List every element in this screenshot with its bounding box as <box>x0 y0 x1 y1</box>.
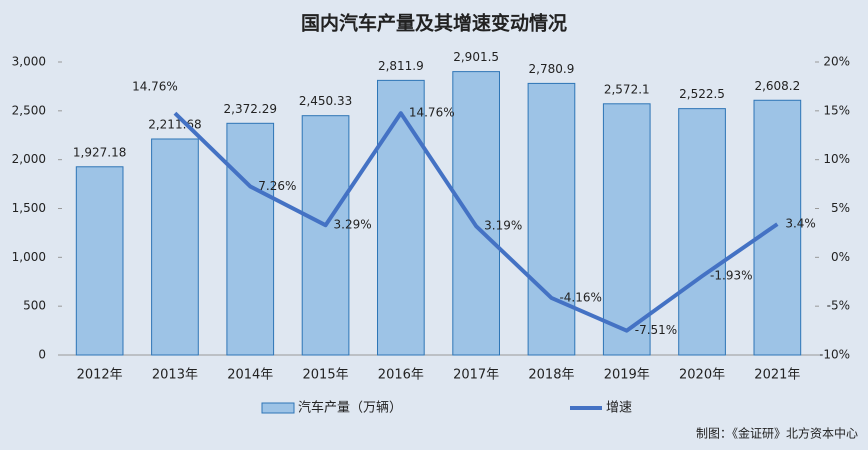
y-tick-label: 2,000 <box>12 152 46 166</box>
data-label: 2,522.5 <box>679 87 725 101</box>
data-label: -1.93% <box>710 269 752 283</box>
source: 制图：《金证研》北方资本中心 <box>696 426 858 441</box>
legend-swatch <box>261 402 295 414</box>
bar <box>678 108 726 356</box>
x-tick-label: 2013年 <box>152 368 198 383</box>
bar <box>151 138 199 356</box>
bar <box>753 99 802 356</box>
bar <box>527 82 576 356</box>
data-label: 2,372.29 <box>224 102 277 116</box>
x-tick-label: 2016年 <box>378 368 424 383</box>
data-label: 2,780.9 <box>529 62 575 76</box>
y-tick-label: 2,500 <box>12 103 46 117</box>
y2-tick-label: -10% <box>819 348 850 362</box>
bar <box>226 122 275 356</box>
x-tick-label: 2021年 <box>754 368 800 383</box>
y-tick-label: 500 <box>23 299 46 313</box>
y-tick-label: 1,000 <box>12 250 46 264</box>
x-tick-label: 2014年 <box>227 368 273 383</box>
data-label: 3.4% <box>785 217 816 231</box>
bar <box>75 166 124 356</box>
y2-tick-label: 20% <box>823 55 850 69</box>
data-label: 2,572.1 <box>604 82 650 96</box>
x-tick-label: 2020年 <box>679 368 725 383</box>
x-tick-label: 2019年 <box>604 368 650 383</box>
data-label: -4.16% <box>559 290 601 304</box>
y2-tick-label: 10% <box>823 152 850 166</box>
bar <box>602 103 651 356</box>
y2-tick-label: -5% <box>827 299 850 313</box>
y-tick-label: 0 <box>38 348 46 362</box>
data-label: -7.51% <box>635 323 677 337</box>
x-tick-label: 2017年 <box>453 368 499 383</box>
y-tick-label: 1,500 <box>12 201 46 215</box>
data-label: 2,811.9 <box>378 59 424 73</box>
bar <box>377 79 425 356</box>
chart-title: 国内汽车产量及其增速变动情况 <box>301 12 567 35</box>
data-label: 3.19% <box>484 219 522 233</box>
x-tick-label: 2018年 <box>528 368 574 383</box>
data-label: 14.76% <box>409 106 455 120</box>
legend-label: 增速 <box>606 401 632 416</box>
data-label: 7.26% <box>258 179 296 193</box>
data-label: 1,927.18 <box>73 145 126 159</box>
bar <box>301 115 350 356</box>
y2-tick-label: 5% <box>831 201 850 215</box>
bar <box>452 71 500 356</box>
data-label: 14.76% <box>132 80 178 94</box>
x-tick-label: 2012年 <box>77 368 123 383</box>
data-label: 2,608.2 <box>754 79 800 93</box>
y2-tick-label: 15% <box>823 103 850 117</box>
y-tick-label: 3,000 <box>12 55 46 69</box>
line <box>173 111 779 333</box>
data-label: 2,901.5 <box>453 50 499 64</box>
data-label: 2,450.33 <box>299 94 352 108</box>
legend-label: 汽车产量（万辆） <box>298 400 402 416</box>
data-label: 3.29% <box>334 218 372 232</box>
x-tick-label: 2015年 <box>303 368 349 383</box>
y2-tick-label: 0% <box>831 250 850 264</box>
